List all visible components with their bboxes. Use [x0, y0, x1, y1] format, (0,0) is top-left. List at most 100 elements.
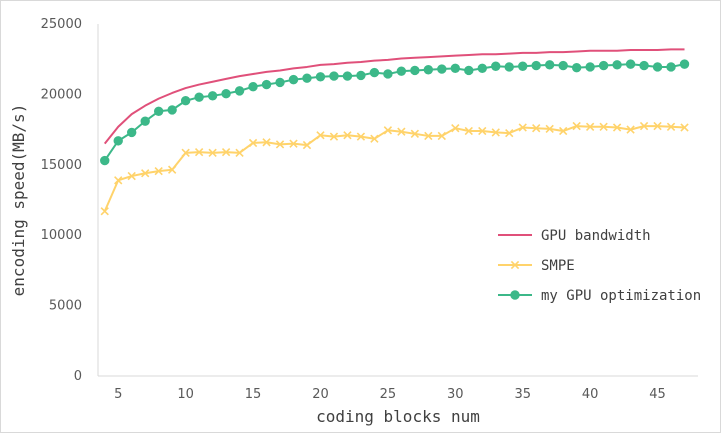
- y-tick-label: 0: [74, 369, 82, 384]
- data-point: [423, 65, 434, 75]
- data-point: [100, 155, 110, 166]
- data-point: [127, 127, 137, 138]
- data-point: [437, 131, 446, 141]
- data-point: [329, 71, 339, 81]
- data-point: [302, 73, 312, 83]
- data-point: [302, 140, 312, 150]
- data-point: [383, 126, 393, 135]
- data-point: [194, 92, 204, 102]
- data-point: [531, 60, 541, 71]
- data-point: [221, 147, 231, 157]
- y-tick-label: 15000: [41, 158, 82, 173]
- data-point: [572, 121, 581, 131]
- data-point: [275, 77, 285, 88]
- series-line: [103, 125, 685, 212]
- data-point: [315, 72, 326, 82]
- data-point: [153, 106, 164, 116]
- data-point: [194, 147, 204, 157]
- data-point: [518, 123, 527, 132]
- data-point: [221, 88, 231, 99]
- data-point: [410, 129, 420, 138]
- data-point: [639, 121, 649, 131]
- data-point: [599, 122, 608, 131]
- legend-label: my GPU optimization: [541, 288, 701, 304]
- legend-item: my GPU optimization: [498, 288, 701, 304]
- data-point: [532, 124, 541, 133]
- data-point: [491, 128, 500, 137]
- data-point: [450, 63, 461, 74]
- y-tick-label: 5000: [49, 299, 82, 314]
- data-point: [652, 62, 663, 72]
- data-point: [181, 148, 190, 157]
- data-point: [558, 60, 568, 71]
- series-0: [103, 48, 685, 145]
- legend-marker: [510, 260, 520, 270]
- data-point: [571, 62, 582, 73]
- legend: GPU bandwidth SMPE my GPU optimization: [498, 228, 701, 304]
- y-tick-label: 10000: [41, 228, 82, 243]
- data-point: [289, 139, 298, 148]
- data-point: [207, 91, 218, 101]
- data-point: [625, 59, 636, 69]
- y-axis-title: encoding speed(MB/s): [9, 104, 28, 297]
- data-point: [140, 116, 150, 126]
- data-point: [397, 127, 406, 136]
- legend-item: SMPE: [498, 258, 575, 274]
- x-tick-label: 35: [514, 387, 531, 402]
- x-tick-label: 45: [649, 387, 666, 402]
- data-point: [464, 65, 474, 76]
- data-point: [329, 132, 339, 141]
- series-2: [100, 59, 690, 166]
- data-point: [127, 171, 136, 181]
- data-point: [598, 60, 609, 71]
- data-point: [612, 60, 622, 70]
- legend-item: GPU bandwidth: [498, 228, 651, 244]
- data-point: [342, 71, 353, 81]
- x-axis-title: coding blocks num: [316, 407, 480, 426]
- data-point: [612, 123, 622, 132]
- x-tick-label: 5: [114, 387, 122, 402]
- data-point: [464, 126, 473, 136]
- data-point: [653, 121, 662, 131]
- data-point: [410, 65, 420, 76]
- data-point: [261, 79, 272, 90]
- data-point: [262, 138, 271, 147]
- data-point: [585, 122, 595, 131]
- data-point: [316, 131, 325, 140]
- data-point: [248, 138, 258, 148]
- data-point: [167, 165, 177, 174]
- y-tick-labels: 0 5000 10000 15000 20000 25000: [41, 17, 82, 384]
- x-tick-labels: 5 10 15 20 25 30 35 40 45: [114, 387, 666, 402]
- legend-marker: [510, 290, 520, 300]
- x-tick-label: 40: [582, 387, 599, 402]
- data-point: [451, 124, 460, 133]
- data-point: [369, 67, 380, 78]
- data-point: [383, 69, 393, 79]
- data-point: [491, 61, 501, 71]
- x-tick-label: 10: [177, 387, 194, 402]
- data-point: [167, 105, 177, 115]
- data-point: [343, 131, 352, 140]
- x-tick-label: 30: [447, 387, 464, 402]
- data-point: [275, 140, 285, 149]
- data-point: [100, 207, 109, 216]
- data-point: [545, 124, 554, 134]
- data-point: [113, 136, 123, 146]
- data-point: [585, 62, 595, 72]
- data-point: [626, 125, 635, 134]
- x-tick-label: 20: [312, 387, 329, 402]
- y-tick-label: 20000: [41, 87, 82, 102]
- legend-label: SMPE: [541, 258, 575, 274]
- data-point: [505, 128, 514, 138]
- data-point: [114, 176, 123, 185]
- data-point: [234, 86, 245, 96]
- data-point: [396, 66, 407, 76]
- data-point: [680, 123, 689, 132]
- data-point: [679, 59, 690, 69]
- legend-label: GPU bandwidth: [541, 228, 651, 244]
- data-point: [154, 166, 163, 176]
- data-point: [180, 96, 191, 106]
- series-line: [103, 48, 685, 145]
